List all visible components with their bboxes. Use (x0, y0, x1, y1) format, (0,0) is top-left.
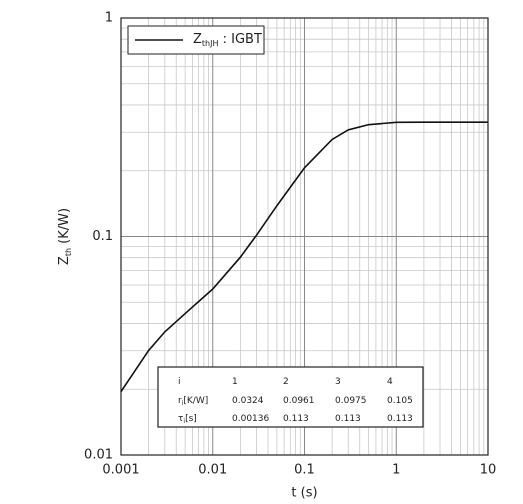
table-cell: 1 (232, 377, 238, 387)
table-cell-unit: [K/W] (183, 396, 208, 406)
legend-label: ZthJH : IGBT (193, 32, 262, 48)
legend-label-sub: thJH (202, 39, 219, 48)
x-tick-label: 10 (480, 463, 497, 478)
table-cell: 0.00136 (232, 414, 269, 424)
table-cell-text: 1 (232, 377, 238, 387)
legend-label-main: Z (193, 32, 202, 47)
table-cell-text: 0.113 (283, 414, 309, 424)
table-cell-unit: [s] (185, 414, 197, 424)
table-cell: ri[K/W] (178, 396, 208, 407)
table-cell-text: 0.0975 (335, 396, 367, 406)
table-cell-text: 0.0324 (232, 396, 264, 406)
table-cell: 0.105 (387, 396, 413, 406)
table-cell-text: r (178, 396, 182, 406)
table-cell: 0.0961 (283, 396, 315, 406)
table-cell-text: 0.105 (387, 396, 413, 406)
table-cell-text: 2 (283, 377, 289, 387)
table-cell: 0.0324 (232, 396, 264, 406)
data-line (120, 121, 488, 393)
y-axis-label-main: Z (57, 256, 72, 265)
table-cell: 0.113 (335, 414, 361, 424)
table-cell-text: i (178, 377, 181, 387)
table-cell-text: 4 (387, 377, 393, 387)
table-cell-text: 0.0961 (283, 396, 315, 406)
plot-frame (120, 17, 489, 456)
table-cell: i (178, 377, 181, 387)
y-tick-label: 0.1 (92, 229, 113, 244)
x-axis-label: t (s) (291, 486, 317, 501)
y-axis-label-rest: (K/W) (57, 208, 72, 248)
y-axis-label: Zth (K/W) (57, 208, 73, 265)
y-tick-label: 1 (105, 11, 113, 26)
table-cell: 0.0975 (335, 396, 367, 406)
legend-label-rest: : IGBT (219, 32, 262, 47)
table-cell: 2 (283, 377, 289, 387)
table-cell-text: τ (178, 414, 183, 424)
param-table (157, 366, 424, 428)
table-cell-sub: i (182, 400, 184, 407)
table-cell-sub: i (183, 418, 185, 425)
table-cell-text: 0.113 (387, 414, 413, 424)
table-cell-text: 0.113 (335, 414, 361, 424)
x-tick-label: 1 (392, 463, 400, 478)
table-cell: 4 (387, 377, 393, 387)
x-tick-label: 0.01 (198, 463, 227, 478)
y-tick-label: 0.01 (84, 448, 113, 463)
x-tick-label: 0.001 (102, 463, 139, 478)
table-cell-text: 0.00136 (232, 414, 269, 424)
table-cell: 0.113 (283, 414, 309, 424)
y-axis-label-sub: th (64, 248, 73, 256)
table-cell-text: 3 (335, 377, 341, 387)
table-cell: τi[s] (178, 414, 197, 425)
table-cell: 0.113 (387, 414, 413, 424)
x-tick-label: 0.1 (294, 463, 315, 478)
table-cell: 3 (335, 377, 341, 387)
